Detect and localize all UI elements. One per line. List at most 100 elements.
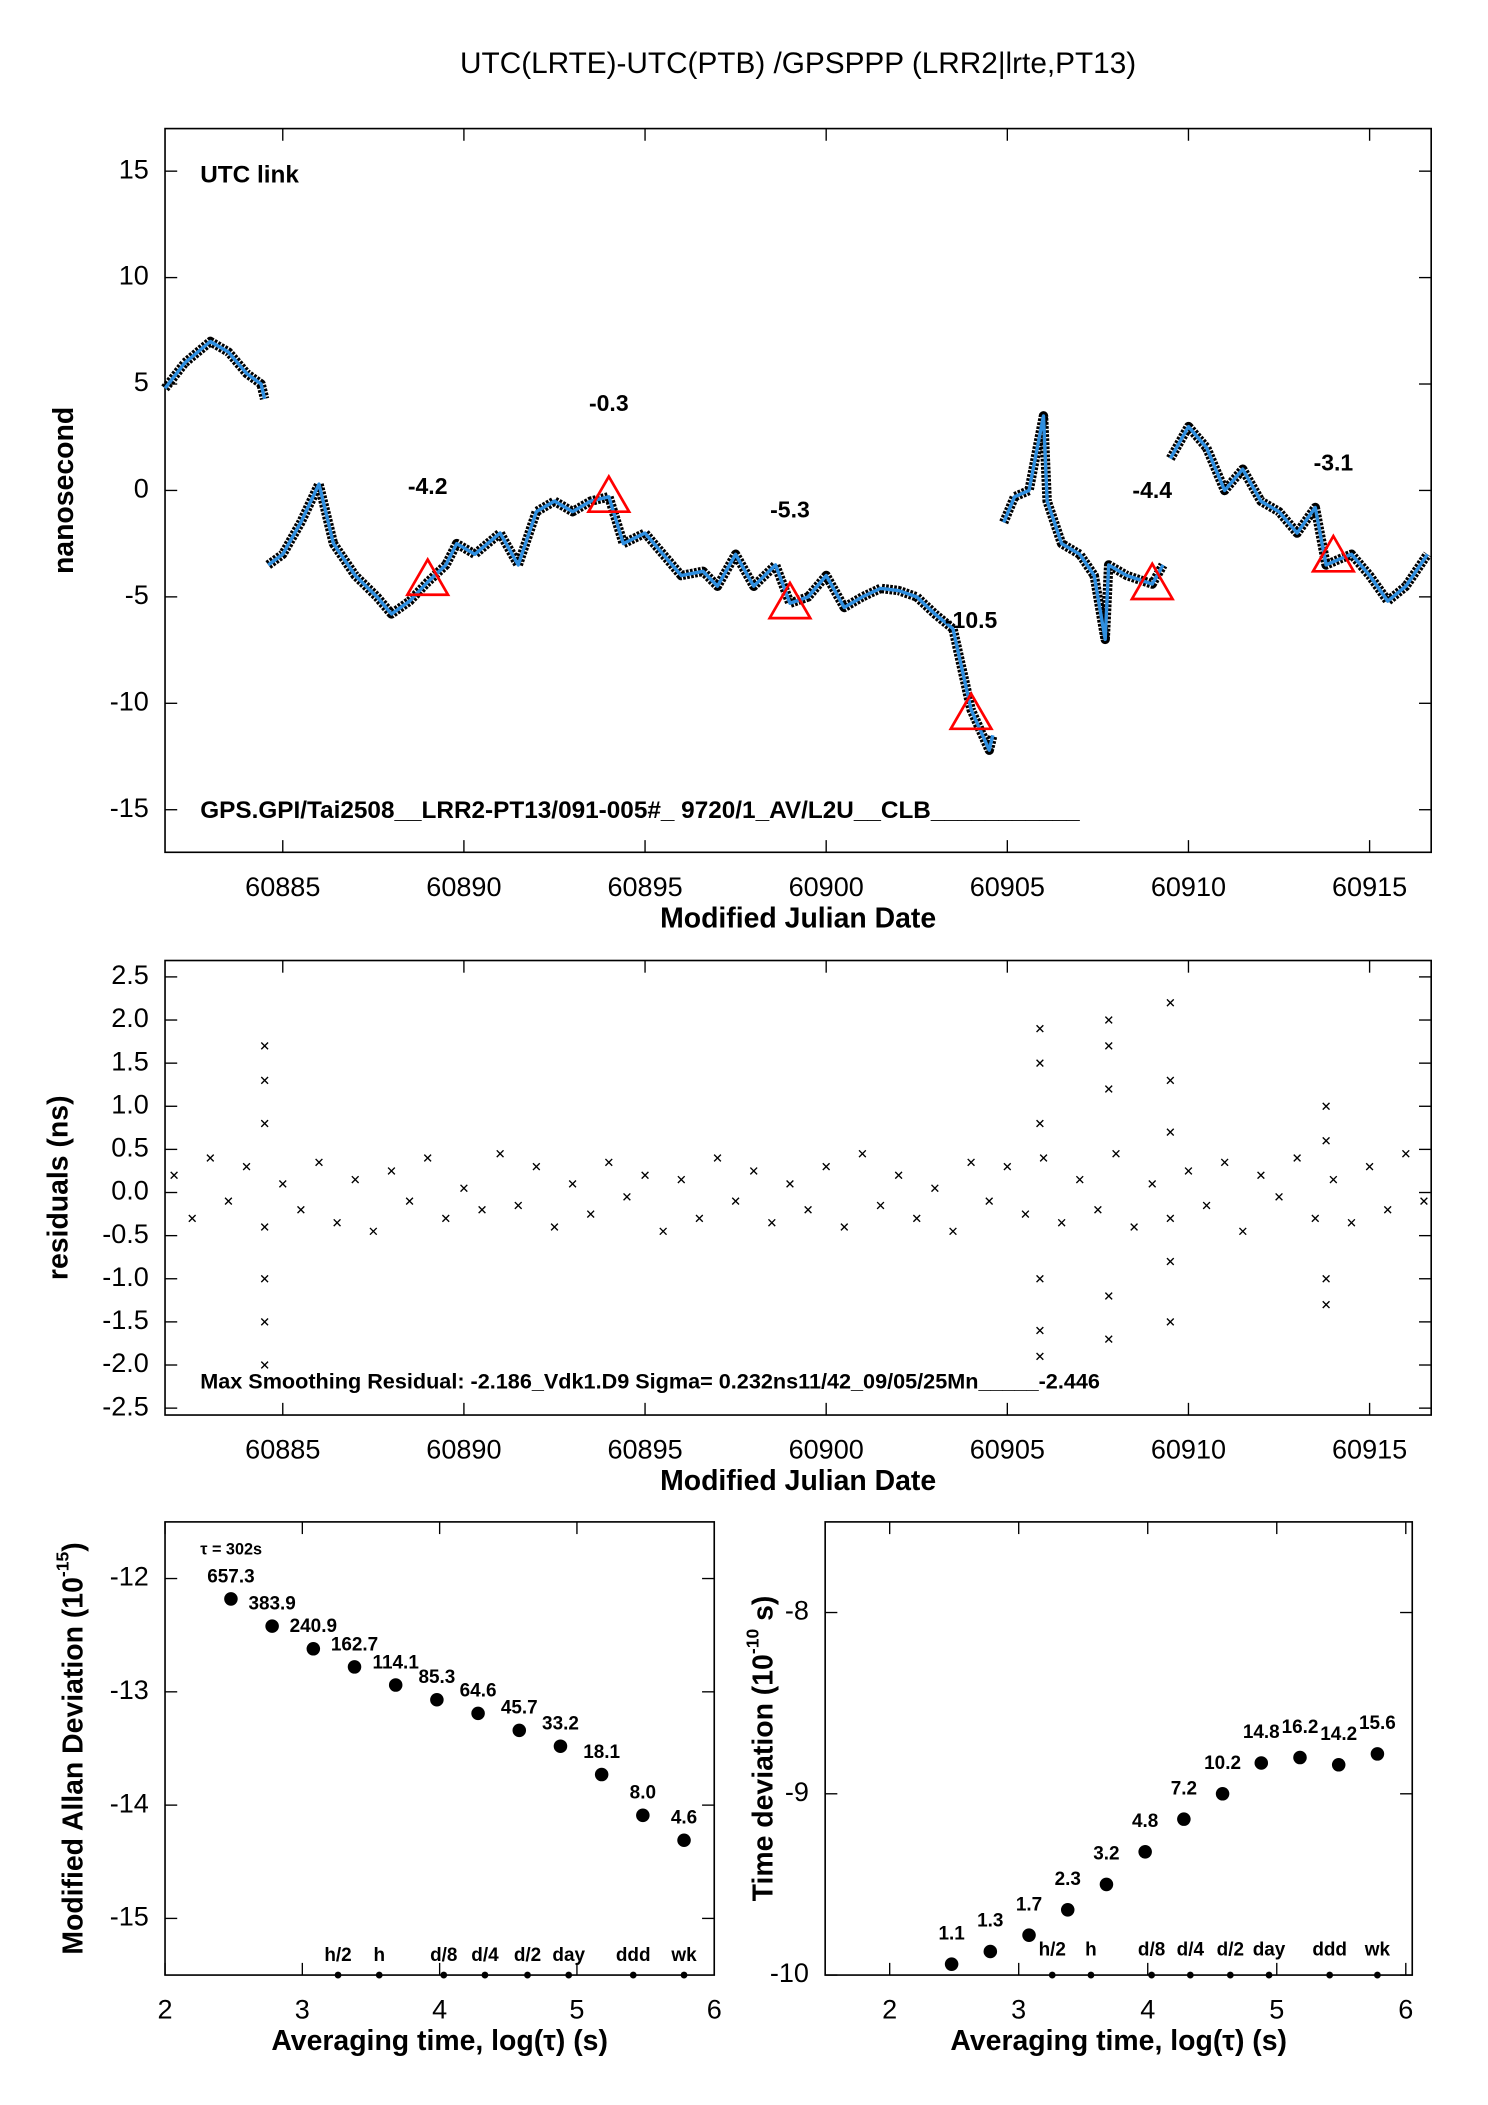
x-tick-label: 60895 — [607, 1435, 682, 1465]
y-tick-label: 1.5 — [111, 1046, 149, 1076]
point — [206, 1154, 215, 1162]
point-label: 33.2 — [542, 1714, 579, 1735]
point — [1365, 1162, 1374, 1171]
point — [1202, 1201, 1211, 1210]
point — [1036, 1274, 1044, 1283]
y-axis-label-text: Modified Allan Deviation (10 — [57, 1577, 89, 1955]
point-label: 1.3 — [977, 1911, 1003, 1932]
point — [1094, 1205, 1102, 1214]
point — [260, 1076, 269, 1085]
point — [1148, 1180, 1157, 1188]
x-tick-label: 60910 — [1151, 1435, 1226, 1465]
y-axis-label-exponent: -10 — [742, 1629, 762, 1655]
point — [944, 1957, 959, 1971]
interval-label: d/2 — [1217, 1940, 1244, 1961]
point — [1401, 1149, 1410, 1158]
point — [1057, 1218, 1066, 1227]
y-tick-label: -9 — [785, 1777, 809, 1807]
point — [713, 1154, 722, 1162]
point — [949, 1227, 957, 1236]
point — [1036, 1024, 1044, 1033]
point — [260, 1318, 269, 1326]
point — [604, 1158, 613, 1167]
y-axis-label-exponent: -15 — [52, 1552, 72, 1578]
point — [1254, 1756, 1269, 1770]
point — [1215, 1787, 1230, 1801]
point — [1329, 1175, 1338, 1184]
y-tick-label: 2.5 — [111, 960, 149, 990]
y-tick-label: -10 — [110, 686, 149, 716]
point — [1112, 1149, 1120, 1158]
y-tick-label: -13 — [110, 1675, 149, 1705]
point — [1166, 1318, 1175, 1326]
y-tick-label: -15 — [110, 1902, 149, 1932]
x-tick-label: 60895 — [607, 872, 682, 902]
point — [1166, 1214, 1175, 1223]
x-tick-label: 3 — [295, 1995, 310, 2025]
y-tick-label: -0.5 — [102, 1219, 149, 1249]
interval-dot — [1087, 1971, 1095, 1979]
interval-label: d/4 — [471, 1945, 499, 1966]
point — [594, 1767, 609, 1782]
point — [471, 1706, 485, 1721]
point — [876, 1201, 885, 1210]
point — [912, 1214, 921, 1223]
point — [441, 1214, 450, 1223]
point-label: 45.7 — [501, 1698, 538, 1719]
point — [623, 1192, 631, 1201]
point-label: 64.6 — [460, 1681, 497, 1702]
y-tick-label: -2.5 — [102, 1391, 149, 1421]
point — [1104, 1085, 1113, 1093]
annotation: Max Smoothing Residual: -2.186_Vdk1.D9 S… — [200, 1368, 1100, 1393]
point-label: 10.2 — [1204, 1753, 1241, 1774]
point — [351, 1175, 360, 1184]
point — [512, 1723, 527, 1738]
point — [1021, 1210, 1030, 1218]
point — [1275, 1192, 1283, 1201]
x-tick-label: 60915 — [1332, 1435, 1407, 1465]
point — [260, 1274, 269, 1283]
point — [858, 1149, 867, 1158]
x-tick-label: 4 — [432, 1995, 447, 2025]
y-tick-label: -8 — [785, 1596, 809, 1626]
point — [1003, 1162, 1012, 1171]
point-label: 14.8 — [1243, 1722, 1280, 1743]
point-label: 240.9 — [290, 1616, 337, 1637]
point-label: 1.1 — [938, 1923, 964, 1944]
y-axis-label-end: s) — [747, 1596, 779, 1629]
point — [1166, 1257, 1175, 1266]
x-tick-label: 60900 — [789, 1435, 864, 1465]
point — [1322, 1136, 1330, 1145]
interval-dot — [1265, 1971, 1273, 1979]
point — [306, 1642, 321, 1656]
point-label: 383.9 — [248, 1593, 295, 1614]
point — [260, 1042, 269, 1050]
point — [1322, 1300, 1330, 1309]
point — [1331, 1758, 1346, 1772]
point-label: 114.1 — [373, 1652, 419, 1673]
interval-dot — [1186, 1971, 1194, 1979]
point — [260, 1361, 269, 1369]
point-label: 2.3 — [1055, 1869, 1081, 1890]
marker-label: -5.3 — [770, 496, 810, 522]
point — [278, 1180, 287, 1188]
x-tick-label: 60890 — [426, 1435, 501, 1465]
interval-dot — [1226, 1971, 1234, 1979]
point — [1104, 1042, 1113, 1050]
chart-panel: 2 3 4 5 6 -8 -9 -10 Averaging time, log(τ) (s) Ti… — [742, 1521, 1413, 2057]
triangle-marker — [1310, 533, 1357, 573]
point — [1036, 1119, 1044, 1128]
point — [388, 1678, 403, 1692]
triangle-marker — [405, 556, 451, 597]
point-label: 8.0 — [630, 1783, 656, 1804]
point — [1104, 1335, 1113, 1343]
point — [1257, 1171, 1265, 1180]
point — [749, 1167, 758, 1175]
point — [553, 1739, 568, 1753]
point — [550, 1223, 559, 1231]
interval-label: d/4 — [1177, 1940, 1205, 1961]
point — [568, 1180, 577, 1188]
point-label: 7.2 — [1171, 1778, 1197, 1799]
y-tick-label: -12 — [110, 1562, 149, 1592]
marker-label: -3.1 — [1314, 450, 1354, 476]
